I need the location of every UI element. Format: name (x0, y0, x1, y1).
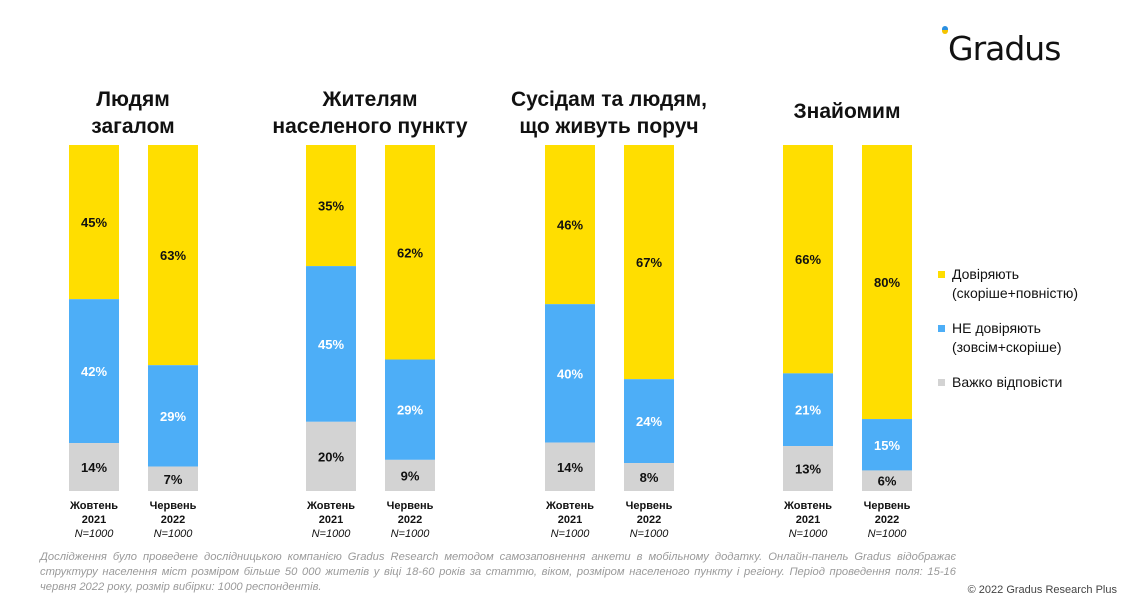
data-label: 7% (164, 472, 183, 487)
bar-segment (306, 266, 356, 422)
legend-item: НЕ довіряють (зовсім+скоріше) (938, 319, 1128, 357)
bar-segment (862, 145, 912, 420)
legend-label: (зовсім+скоріше) (952, 339, 1062, 355)
category-label: Червень (150, 500, 197, 512)
category-label: 2021 (82, 514, 106, 526)
bar-segment (624, 379, 674, 464)
category-label: Червень (864, 500, 911, 512)
legend-swatch (938, 325, 945, 332)
data-label: 15% (874, 438, 900, 453)
logo-flag-icon (942, 26, 948, 30)
logo-text: Gradus (948, 29, 1061, 68)
data-label: 45% (81, 215, 107, 230)
data-label: 80% (874, 275, 900, 290)
category-label: 2022 (161, 514, 185, 526)
methodology-note: Дослідження було проведене дослідницькою… (40, 551, 956, 593)
category-label: Жовтень (783, 500, 832, 512)
data-label: 20% (318, 449, 344, 464)
legend-swatch (938, 271, 945, 278)
data-label: 6% (878, 474, 897, 489)
category-label: Червень (387, 500, 434, 512)
data-label: 62% (397, 245, 423, 260)
data-label: 63% (160, 248, 186, 263)
category-label: 2021 (319, 514, 343, 526)
sample-size-label: N=1000 (551, 528, 591, 540)
group-title: Сусідам та людям, (511, 88, 707, 111)
category-label: 2021 (558, 514, 582, 526)
category-label: 2022 (398, 514, 422, 526)
category-label: Жовтень (545, 500, 594, 512)
sample-size-label: N=1000 (312, 528, 352, 540)
data-label: 66% (795, 252, 821, 267)
category-label: Жовтень (69, 500, 118, 512)
group-title: Знайомим (794, 100, 901, 123)
data-label: 40% (557, 366, 583, 381)
bar-segment (385, 359, 435, 460)
bar-segment (148, 466, 198, 491)
data-label: 46% (557, 218, 583, 233)
data-label: 14% (81, 460, 107, 475)
data-label: 21% (795, 403, 821, 418)
group-title: населеного пункту (272, 115, 467, 138)
bar-segment (624, 463, 674, 491)
bar-segment (862, 419, 912, 471)
bar-segment (545, 304, 595, 443)
chart-legend: Довіряють (скоріше+повністю) НЕ довіряють (… (938, 265, 1128, 408)
legend-label: (скоріше+повністю) (952, 285, 1079, 301)
data-label: 24% (636, 414, 662, 429)
legend-label: НЕ довіряють (952, 320, 1041, 336)
group-title: Жителям (322, 88, 418, 111)
gradus-logo: Gradus (938, 20, 1098, 68)
data-label: 35% (318, 199, 344, 214)
data-label: 67% (636, 255, 662, 270)
data-label: 13% (795, 462, 821, 477)
bar-segment (385, 145, 435, 360)
trust-stacked-bar-chart: Людям загалом 45% 42% 14% Жовтень 2021 N=1000 63… (69, 88, 912, 540)
bar-segment (783, 446, 833, 491)
category-label: 2021 (796, 514, 820, 526)
sample-size-label: N=1000 (789, 528, 829, 540)
bar-segment (306, 421, 356, 491)
sample-size-label: N=1000 (630, 528, 670, 540)
sample-size-label: N=1000 (391, 528, 431, 540)
logo-flag-icon-lower (942, 30, 948, 34)
sample-size-label: N=1000 (154, 528, 194, 540)
legend-item: Важко відповісти (938, 373, 1128, 392)
bar-segment (624, 145, 674, 380)
group-title: що живуть поруч (519, 115, 698, 138)
bar-segment (783, 373, 833, 447)
bar-segment (783, 145, 833, 374)
category-label: Червень (626, 500, 673, 512)
bar-segment (862, 470, 912, 491)
legend-item: Довіряють (скоріше+повністю) (938, 265, 1128, 303)
copyright-text: © 2022 Gradus Research Plus (967, 584, 1117, 596)
bar-segment (69, 299, 119, 444)
bar-segment (306, 145, 356, 267)
sample-size-label: N=1000 (75, 528, 115, 540)
data-label: 8% (640, 470, 659, 485)
data-label: 29% (397, 403, 423, 418)
sample-size-label: N=1000 (868, 528, 908, 540)
legend-label: Довіряють (952, 266, 1020, 282)
legend-label: Важко відповісти (952, 374, 1063, 390)
category-label: 2022 (875, 514, 899, 526)
category-label: 2022 (637, 514, 661, 526)
bar-segment (69, 145, 119, 300)
bar-segment (385, 459, 435, 491)
data-label: 14% (557, 460, 583, 475)
group-title: Людям (96, 88, 170, 111)
bar-segment (148, 145, 198, 366)
data-label: 42% (81, 364, 107, 379)
bar-segment (148, 365, 198, 467)
category-label: Жовтень (306, 500, 355, 512)
legend-swatch (938, 379, 945, 386)
bar-segment (545, 145, 595, 305)
bar-segment (545, 442, 595, 491)
bar-segment (69, 443, 119, 491)
data-label: 29% (160, 409, 186, 424)
data-label: 9% (401, 468, 420, 483)
group-title: загалом (91, 115, 174, 138)
data-label: 45% (318, 337, 344, 352)
